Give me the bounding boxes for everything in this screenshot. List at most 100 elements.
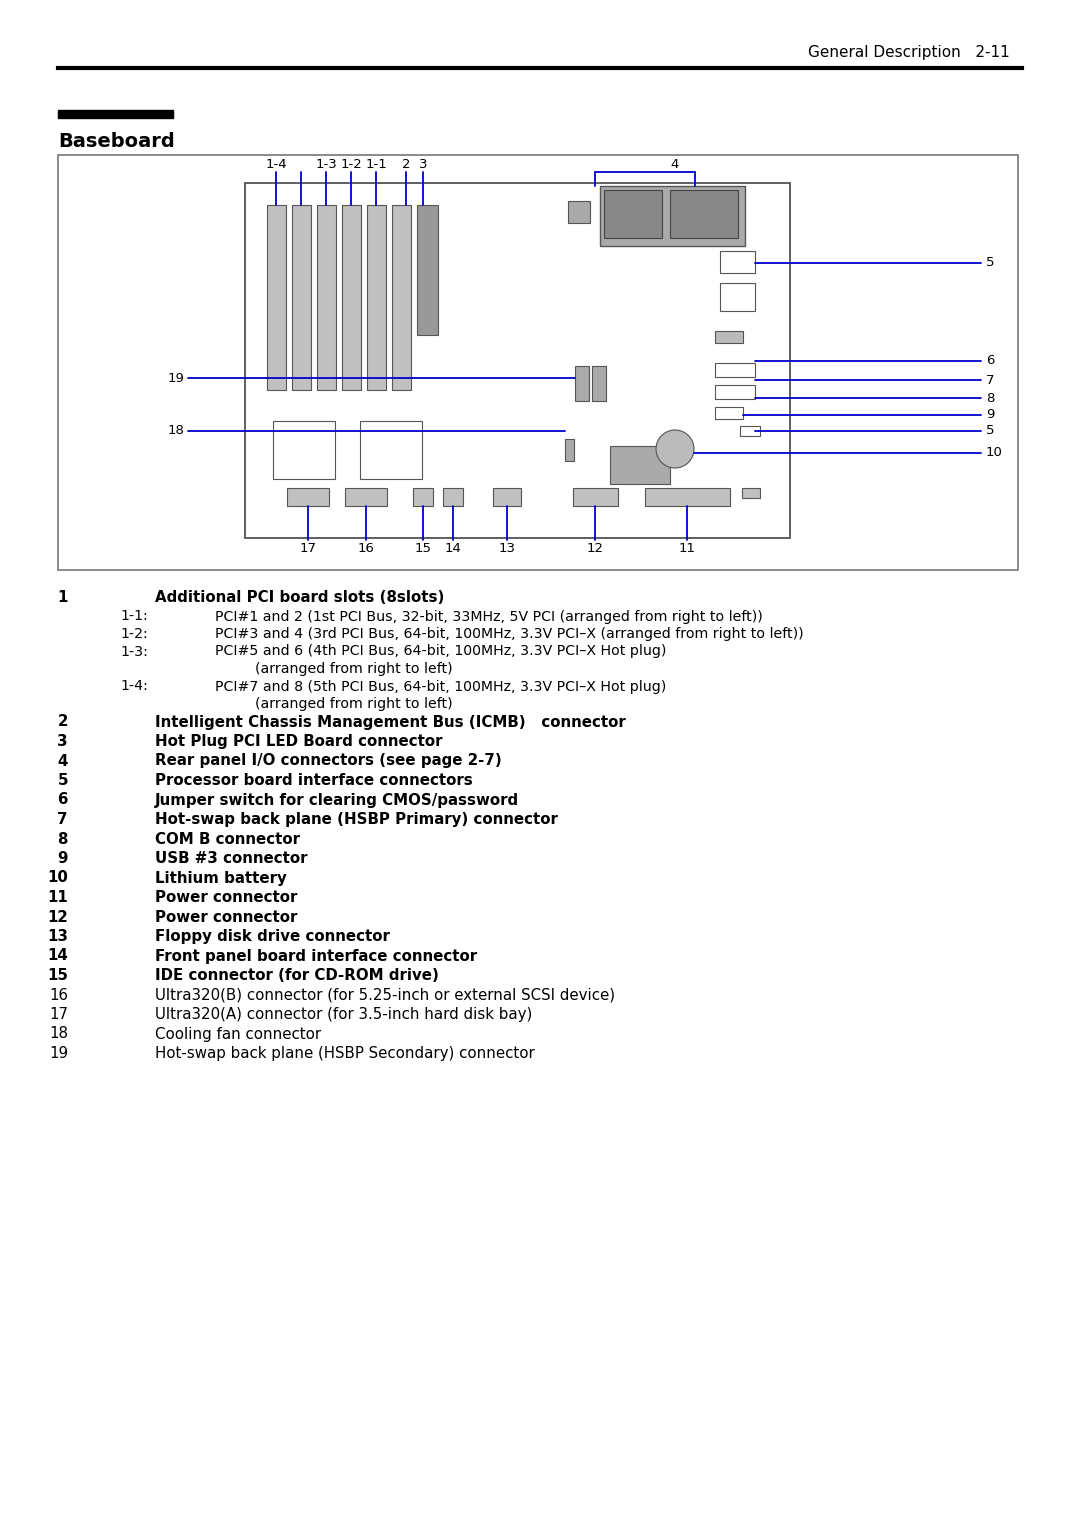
Bar xyxy=(720,250,755,273)
Bar xyxy=(592,366,606,401)
Text: 11: 11 xyxy=(48,890,68,905)
Bar xyxy=(604,191,662,238)
Text: PCI#3 and 4 (3rd PCI Bus, 64-bit, 100MHz, 3.3V PCI–X (arranged from right to lef: PCI#3 and 4 (3rd PCI Bus, 64-bit, 100MHz… xyxy=(215,627,804,641)
Text: PCI#1 and 2 (1st PCI Bus, 32-bit, 33MHz, 5V PCI (arranged from right to left)): PCI#1 and 2 (1st PCI Bus, 32-bit, 33MHz,… xyxy=(215,609,762,624)
Bar xyxy=(573,488,618,507)
Text: Ultra320(B) connector (for 5.25-inch or external SCSI device): Ultra320(B) connector (for 5.25-inch or … xyxy=(156,987,616,1003)
Text: 8: 8 xyxy=(986,392,995,404)
Text: 19: 19 xyxy=(49,1045,68,1061)
Text: 5: 5 xyxy=(986,256,995,270)
Bar xyxy=(575,366,589,401)
Bar xyxy=(345,488,387,507)
Text: Additional PCI board slots (8slots): Additional PCI board slots (8slots) xyxy=(156,591,444,604)
Bar xyxy=(610,446,670,484)
Text: 4: 4 xyxy=(57,754,68,769)
Text: COM B connector: COM B connector xyxy=(156,832,300,847)
Text: 1-2: 1-2 xyxy=(340,159,362,171)
Text: 1-4:: 1-4: xyxy=(120,679,148,693)
Text: 2: 2 xyxy=(402,159,410,171)
Text: 10: 10 xyxy=(48,870,68,885)
Text: USB #3 connector: USB #3 connector xyxy=(156,852,308,865)
Bar xyxy=(292,204,311,391)
Text: 17: 17 xyxy=(299,542,316,554)
Circle shape xyxy=(656,430,694,468)
Text: 12: 12 xyxy=(586,542,604,554)
Text: (arranged from right to left): (arranged from right to left) xyxy=(255,697,453,711)
Text: Intelligent Chassis Management Bus (ICMB)   connector: Intelligent Chassis Management Bus (ICMB… xyxy=(156,714,625,729)
Bar xyxy=(492,488,521,507)
Text: 4: 4 xyxy=(671,159,679,171)
Bar xyxy=(670,191,738,238)
Text: Power connector: Power connector xyxy=(156,890,297,905)
Text: 7: 7 xyxy=(986,374,995,386)
Bar xyxy=(367,204,386,391)
Text: PCI#5 and 6 (4th PCI Bus, 64-bit, 100MHz, 3.3V PCI–X Hot plug): PCI#5 and 6 (4th PCI Bus, 64-bit, 100MHz… xyxy=(215,644,666,659)
Text: Jumper switch for clearing CMOS/password: Jumper switch for clearing CMOS/password xyxy=(156,792,519,807)
Text: 1-1:: 1-1: xyxy=(120,609,148,624)
Bar xyxy=(443,488,463,507)
Bar xyxy=(715,385,755,398)
Text: PCI#7 and 8 (5th PCI Bus, 64-bit, 100MHz, 3.3V PCI–X Hot plug): PCI#7 and 8 (5th PCI Bus, 64-bit, 100MHz… xyxy=(215,679,666,693)
Bar xyxy=(58,110,173,118)
Text: Hot-swap back plane (HSBP Primary) connector: Hot-swap back plane (HSBP Primary) conne… xyxy=(156,812,558,827)
Bar xyxy=(413,488,433,507)
Text: 6: 6 xyxy=(986,354,995,368)
Text: 8: 8 xyxy=(57,832,68,847)
Text: 6: 6 xyxy=(57,792,68,807)
Text: IDE connector (for CD-ROM drive): IDE connector (for CD-ROM drive) xyxy=(156,967,438,983)
Text: 11: 11 xyxy=(678,542,696,554)
Text: 14: 14 xyxy=(48,949,68,963)
Text: 14: 14 xyxy=(445,542,461,554)
Text: 9: 9 xyxy=(57,852,68,865)
Text: 1-3: 1-3 xyxy=(315,159,337,171)
Text: 3: 3 xyxy=(419,159,428,171)
Text: Cooling fan connector: Cooling fan connector xyxy=(156,1027,321,1042)
Text: 16: 16 xyxy=(49,987,68,1003)
Bar xyxy=(565,439,573,461)
Text: 15: 15 xyxy=(415,542,432,554)
Text: 15: 15 xyxy=(48,967,68,983)
Text: Power connector: Power connector xyxy=(156,909,297,925)
Text: General Description   2-11: General Description 2-11 xyxy=(808,44,1010,60)
Bar xyxy=(740,426,760,436)
Bar xyxy=(715,407,743,420)
Bar xyxy=(392,204,411,391)
Bar xyxy=(245,183,789,539)
Bar xyxy=(568,201,590,223)
Text: 13: 13 xyxy=(48,929,68,945)
Bar xyxy=(715,331,743,343)
Text: Rear panel I/O connectors (see page 2-7): Rear panel I/O connectors (see page 2-7) xyxy=(156,754,502,769)
Text: Hot-swap back plane (HSBP Secondary) connector: Hot-swap back plane (HSBP Secondary) con… xyxy=(156,1045,535,1061)
Text: 3: 3 xyxy=(57,734,68,749)
Bar xyxy=(360,421,422,479)
Text: 2: 2 xyxy=(57,714,68,729)
Text: 1: 1 xyxy=(57,591,68,604)
Bar xyxy=(318,204,336,391)
Text: Front panel board interface connector: Front panel board interface connector xyxy=(156,949,477,963)
Bar xyxy=(645,488,730,507)
Bar xyxy=(287,488,329,507)
Text: (arranged from right to left): (arranged from right to left) xyxy=(255,662,453,676)
Bar xyxy=(715,363,755,377)
Text: 19: 19 xyxy=(167,371,185,385)
Text: Hot Plug PCI LED Board connector: Hot Plug PCI LED Board connector xyxy=(156,734,443,749)
Bar xyxy=(720,282,755,311)
Text: 5: 5 xyxy=(57,774,68,787)
Text: Ultra320(A) connector (for 3.5-inch hard disk bay): Ultra320(A) connector (for 3.5-inch hard… xyxy=(156,1007,532,1022)
Text: Baseboard: Baseboard xyxy=(58,133,175,151)
Text: 18: 18 xyxy=(49,1027,68,1042)
Bar xyxy=(600,186,745,246)
Text: 5: 5 xyxy=(986,424,995,438)
Text: 1-2:: 1-2: xyxy=(120,627,148,641)
Text: 9: 9 xyxy=(986,409,995,421)
Bar xyxy=(267,204,286,391)
Bar xyxy=(417,204,438,336)
Text: 7: 7 xyxy=(57,812,68,827)
Text: 13: 13 xyxy=(499,542,515,554)
Bar xyxy=(273,421,335,479)
Text: 17: 17 xyxy=(49,1007,68,1022)
Text: 16: 16 xyxy=(357,542,375,554)
Text: Floppy disk drive connector: Floppy disk drive connector xyxy=(156,929,390,945)
Bar xyxy=(58,156,1018,571)
Text: 1-4: 1-4 xyxy=(266,159,287,171)
